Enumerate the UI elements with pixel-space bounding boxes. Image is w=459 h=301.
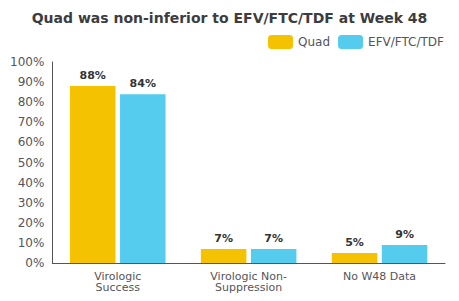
- svg-text:10%: 10%: [18, 236, 45, 250]
- svg-text:Quad: Quad: [298, 35, 330, 49]
- svg-text:EFV/FTC/TDF: EFV/FTC/TDF: [368, 35, 444, 49]
- svg-text:Suppression: Suppression: [215, 281, 282, 294]
- svg-text:Virologic Non-: Virologic Non-: [210, 270, 287, 283]
- svg-text:No W48 Data: No W48 Data: [343, 270, 416, 283]
- svg-text:Success: Success: [96, 281, 141, 294]
- svg-text:7%: 7%: [264, 232, 283, 245]
- svg-text:60%: 60%: [18, 135, 45, 149]
- svg-text:5%: 5%: [345, 236, 364, 249]
- svg-text:100%: 100%: [10, 55, 44, 69]
- svg-text:20%: 20%: [18, 216, 45, 230]
- svg-text:Quad was non-inferior to EFV/F: Quad was non-inferior to EFV/FTC/TDF at …: [32, 10, 428, 26]
- svg-text:90%: 90%: [18, 75, 45, 89]
- svg-text:9%: 9%: [395, 228, 414, 241]
- svg-text:7%: 7%: [214, 232, 233, 245]
- svg-text:40%: 40%: [18, 176, 45, 190]
- svg-text:30%: 30%: [18, 196, 45, 210]
- svg-text:88%: 88%: [80, 69, 106, 82]
- svg-text:70%: 70%: [18, 115, 45, 129]
- svg-text:80%: 80%: [18, 95, 45, 109]
- svg-text:0%: 0%: [25, 256, 44, 270]
- svg-text:Virologic: Virologic: [94, 270, 142, 283]
- svg-text:84%: 84%: [130, 77, 156, 90]
- svg-text:50%: 50%: [18, 156, 45, 170]
